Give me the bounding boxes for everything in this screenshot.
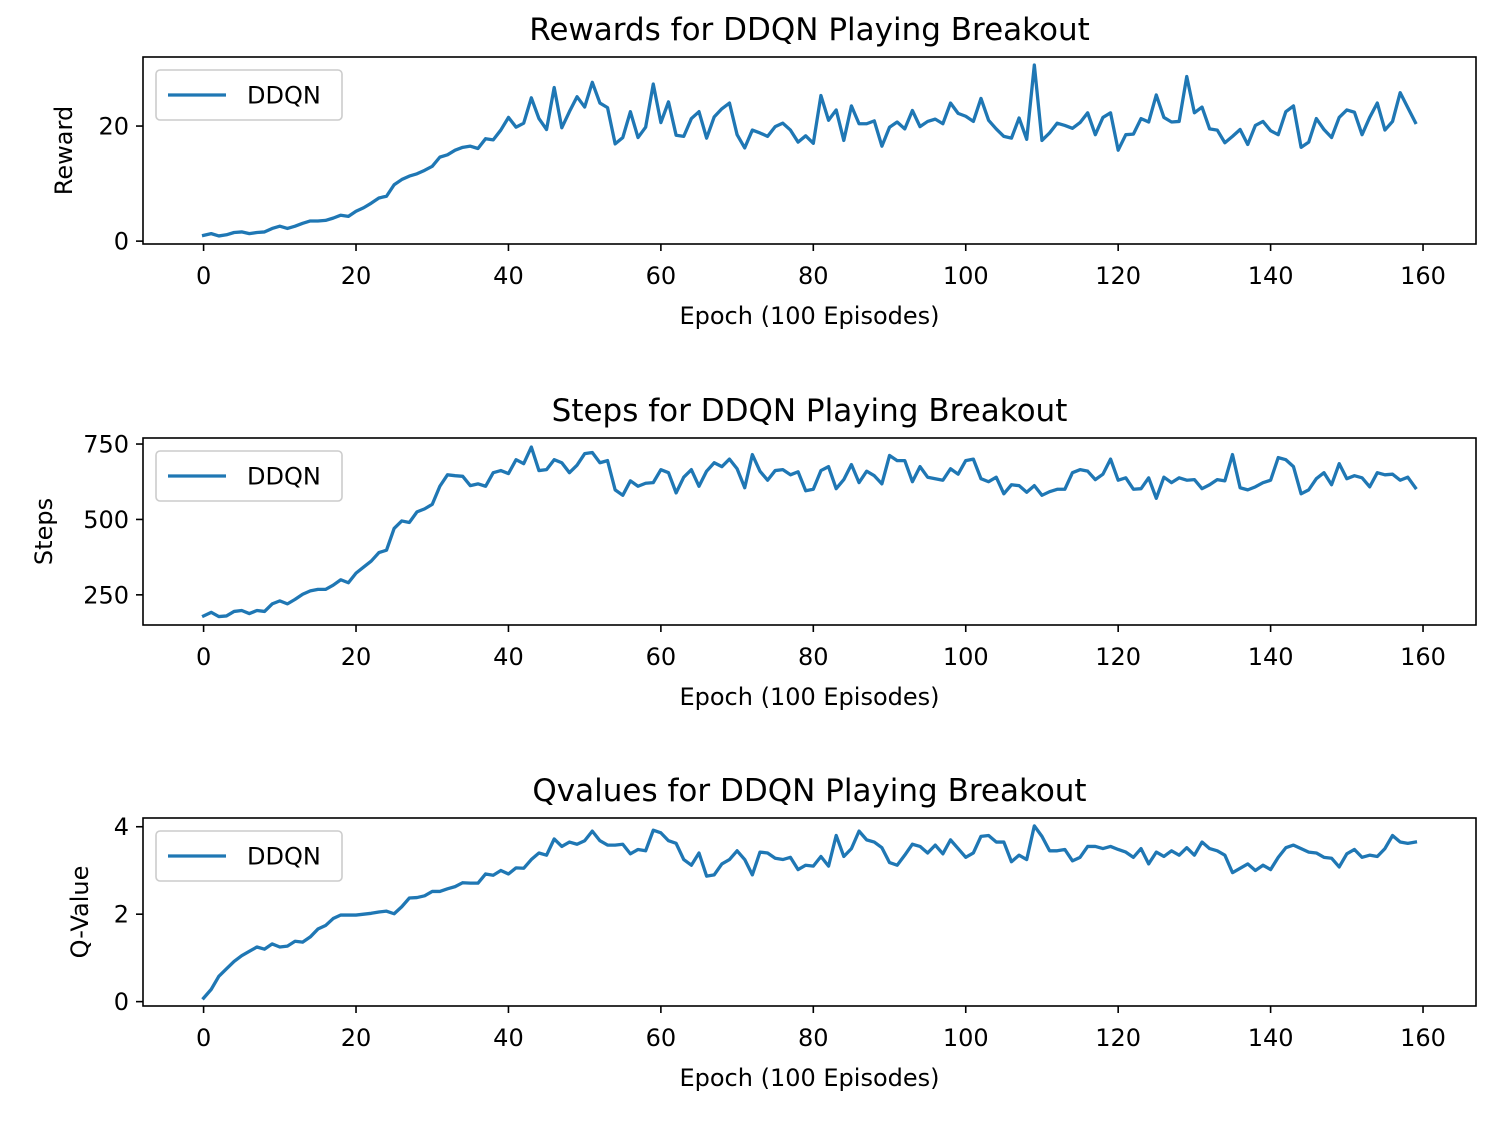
steps-y-axis-label: Steps <box>30 498 58 565</box>
steps-x-tick-label: 120 <box>1095 643 1141 671</box>
rewards-x-tick-label: 0 <box>196 262 211 290</box>
qvalues-series-line <box>201 824 1418 1001</box>
qvalues-x-tick-label: 100 <box>943 1024 989 1052</box>
steps-y-tick-label: 750 <box>83 431 129 459</box>
qvalues-x-tick-label: 60 <box>646 1024 677 1052</box>
steps-legend-label: DDQN <box>247 463 321 491</box>
rewards-y-tick-label: 0 <box>114 228 129 256</box>
qvalues-y-axis-label: Q-Value <box>66 866 94 959</box>
qvalues-y-tick-label: 4 <box>114 813 129 841</box>
qvalues-y-tick-label: 2 <box>114 901 129 929</box>
steps-x-tick-label: 140 <box>1248 643 1294 671</box>
qvalues-chart-title: Qvalues for DDQN Playing Breakout <box>532 773 1086 809</box>
steps-y-tick-label: 500 <box>83 506 129 534</box>
steps-plot-frame <box>142 437 1477 626</box>
qvalues-x-tick-label: 160 <box>1400 1024 1446 1052</box>
rewards-legend-box <box>155 69 343 121</box>
qvalues-plot-frame <box>142 817 1477 1007</box>
steps-x-tick-label: 160 <box>1400 643 1446 671</box>
rewards-chart-title: Rewards for DDQN Playing Breakout <box>529 12 1090 48</box>
steps-legend-box <box>155 450 343 502</box>
steps-x-axis-label: Epoch (100 Episodes) <box>679 683 939 711</box>
qvalues-x-tick-label: 140 <box>1248 1024 1294 1052</box>
steps-x-tick-label: 20 <box>341 643 372 671</box>
rewards-x-tick-label: 100 <box>943 262 989 290</box>
rewards-legend-label: DDQN <box>247 82 321 110</box>
qvalues-legend-box <box>155 830 343 882</box>
qvalues-x-tick-label: 0 <box>196 1024 211 1052</box>
qvalues-x-axis-label: Epoch (100 Episodes) <box>679 1064 939 1092</box>
rewards-chart: Rewards for DDQN Playing Breakout 0 20 40 60… <box>50 12 1477 330</box>
rewards-x-tick-label: 20 <box>341 262 372 290</box>
rewards-plot-frame <box>142 56 1477 245</box>
steps-x-tick-label: 0 <box>196 643 211 671</box>
rewards-x-tick-label: 40 <box>493 262 524 290</box>
rewards-x-tick-label: 160 <box>1400 262 1446 290</box>
qvalues-x-tick-label: 20 <box>341 1024 372 1052</box>
steps-y-tick-label: 250 <box>83 581 129 609</box>
steps-x-tick-label: 100 <box>943 643 989 671</box>
steps-chart-title: Steps for DDQN Playing Breakout <box>552 393 1068 429</box>
qvalues-x-tick-label: 40 <box>493 1024 524 1052</box>
steps-x-tick-label: 40 <box>493 643 524 671</box>
rewards-x-tick-label: 120 <box>1095 262 1141 290</box>
rewards-x-tick-label: 60 <box>646 262 677 290</box>
rewards-x-tick-label: 140 <box>1248 262 1294 290</box>
qvalues-legend-label: DDQN <box>247 843 321 871</box>
qvalues-legend: DDQN <box>155 830 343 882</box>
rewards-y-axis-label: Reward <box>50 106 78 195</box>
rewards-x-axis-label: Epoch (100 Episodes) <box>679 302 939 330</box>
rewards-x-tick-label: 80 <box>798 262 829 290</box>
steps-chart: Steps for DDQN Playing Breakout 0 20 40 60 80… <box>30 393 1477 711</box>
steps-series-line <box>201 445 1418 619</box>
rewards-y-tick-label: 20 <box>98 113 129 141</box>
steps-x-tick-label: 60 <box>646 643 677 671</box>
steps-x-tick-label: 80 <box>798 643 829 671</box>
rewards-series-line <box>201 63 1418 238</box>
rewards-legend: DDQN <box>155 69 343 121</box>
qvalues-x-tick-label: 80 <box>798 1024 829 1052</box>
steps-legend: DDQN <box>155 450 343 502</box>
qvalues-y-tick-label: 0 <box>114 988 129 1016</box>
qvalues-x-tick-label: 120 <box>1095 1024 1141 1052</box>
